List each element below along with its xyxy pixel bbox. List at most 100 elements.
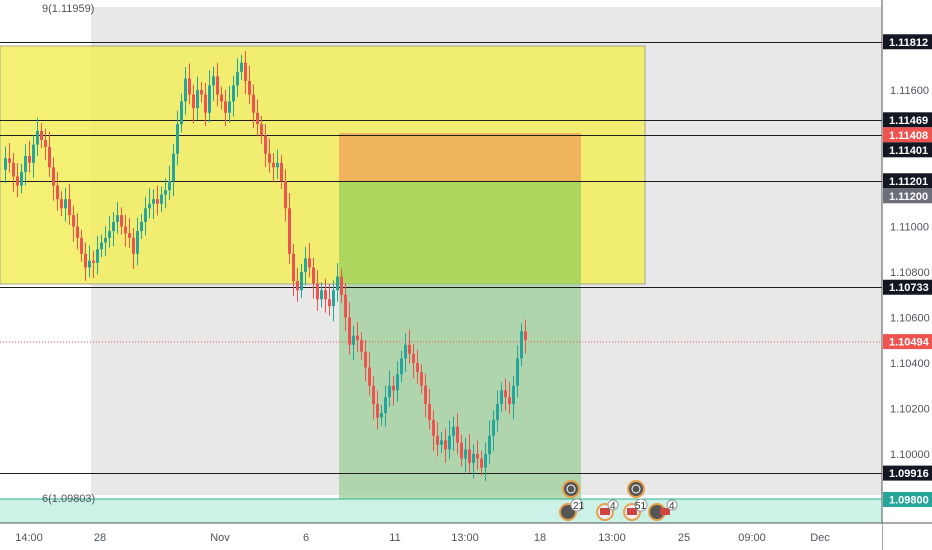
candle-down[interactable] [348, 318, 351, 345]
candle-down[interactable] [156, 199, 159, 204]
candle-down[interactable] [60, 199, 63, 208]
candle-down[interactable] [252, 95, 255, 113]
candle-down[interactable] [128, 233, 131, 238]
candle-up[interactable] [516, 358, 519, 385]
candle-down[interactable] [308, 258, 311, 267]
candle-up[interactable] [484, 454, 487, 468]
candle-down[interactable] [268, 154, 271, 163]
candle-down[interactable] [8, 158, 11, 163]
candle-up[interactable] [496, 404, 499, 420]
candle-up[interactable] [148, 204, 151, 209]
candle-up[interactable] [208, 85, 211, 112]
candle-down[interactable] [324, 290, 327, 299]
candle-down[interactable] [44, 140, 47, 147]
candle-up[interactable] [184, 79, 187, 102]
candle-up[interactable] [232, 85, 235, 101]
candle-down[interactable] [288, 208, 291, 254]
candle-down[interactable] [264, 136, 267, 154]
candle-up[interactable] [4, 158, 7, 169]
candle-down[interactable] [52, 167, 55, 185]
candle-down[interactable] [224, 101, 227, 112]
candle-down[interactable] [372, 386, 375, 404]
candle-up[interactable] [300, 272, 303, 290]
candle-down[interactable] [220, 95, 223, 102]
candle-down[interactable] [480, 459, 483, 468]
candle-up[interactable] [20, 172, 23, 186]
candle-up[interactable] [176, 124, 179, 154]
candle-up[interactable] [404, 345, 407, 359]
candle-up[interactable] [520, 331, 523, 358]
candle-down[interactable] [416, 363, 419, 372]
candle-down[interactable] [524, 331, 527, 340]
candle-down[interactable] [424, 386, 427, 404]
candle-up[interactable] [32, 145, 35, 163]
candle-down[interactable] [260, 124, 263, 135]
candle-up[interactable] [388, 386, 391, 397]
candle-up[interactable] [88, 261, 91, 268]
candle-up[interactable] [512, 386, 515, 404]
candle-up[interactable] [100, 242, 103, 249]
candle-down[interactable] [476, 454, 479, 459]
candle-down[interactable] [368, 368, 371, 386]
candle-down[interactable] [444, 440, 447, 449]
candle-up[interactable] [448, 436, 451, 450]
candle-down[interactable] [432, 420, 435, 436]
projection-zone[interactable] [339, 284, 581, 499]
candle-down[interactable] [124, 227, 127, 234]
candle-down[interactable] [420, 372, 423, 386]
candle-up[interactable] [180, 101, 183, 124]
candle-down[interactable] [408, 345, 411, 354]
candle-up[interactable] [380, 413, 383, 418]
candle-down[interactable] [468, 449, 471, 463]
target-zone[interactable] [339, 181, 581, 284]
candle-up[interactable] [160, 195, 163, 204]
candle-down[interactable] [508, 397, 511, 404]
candle-down[interactable] [68, 199, 71, 215]
candle-down[interactable] [248, 81, 251, 95]
candle-down[interactable] [412, 354, 415, 363]
candle-up[interactable] [64, 199, 67, 208]
candle-up[interactable] [164, 190, 167, 195]
candle-down[interactable] [456, 427, 459, 443]
candle-down[interactable] [76, 227, 79, 238]
candle-down[interactable] [428, 404, 431, 420]
candle-up[interactable] [440, 440, 443, 445]
candle-down[interactable] [56, 186, 59, 200]
candle-down[interactable] [216, 76, 219, 94]
candle-down[interactable] [356, 336, 359, 341]
candle-down[interactable] [200, 90, 203, 95]
candle-down[interactable] [312, 267, 315, 283]
candle-down[interactable] [16, 176, 19, 185]
candle-up[interactable] [144, 208, 147, 222]
candle-up[interactable] [196, 90, 199, 108]
candle-up[interactable] [500, 390, 503, 404]
candle-up[interactable] [396, 374, 399, 390]
candle-down[interactable] [132, 238, 135, 254]
candle-up[interactable] [140, 222, 143, 231]
candle-down[interactable] [72, 215, 75, 226]
candle-up[interactable] [400, 358, 403, 374]
candle-down[interactable] [436, 436, 439, 445]
candle-up[interactable] [240, 63, 243, 72]
candle-down[interactable] [340, 277, 343, 295]
candle-down[interactable] [48, 147, 51, 167]
candle-down[interactable] [92, 261, 95, 263]
candle-down[interactable] [364, 352, 367, 368]
candle-down[interactable] [244, 63, 247, 81]
candle-down[interactable] [392, 386, 395, 391]
candle-up[interactable] [492, 420, 495, 436]
candle-down[interactable] [120, 215, 123, 226]
candle-up[interactable] [116, 215, 119, 222]
candle-up[interactable] [352, 336, 355, 345]
candle-down[interactable] [84, 254, 87, 268]
candle-down[interactable] [192, 95, 195, 109]
candle-up[interactable] [236, 72, 239, 86]
candle-down[interactable] [280, 163, 283, 181]
candle-down[interactable] [256, 113, 259, 124]
candle-down[interactable] [80, 238, 83, 254]
candle-down[interactable] [344, 295, 347, 318]
candle-up[interactable] [36, 131, 39, 145]
candle-down[interactable] [292, 254, 295, 281]
clock-icon[interactable] [628, 481, 644, 497]
